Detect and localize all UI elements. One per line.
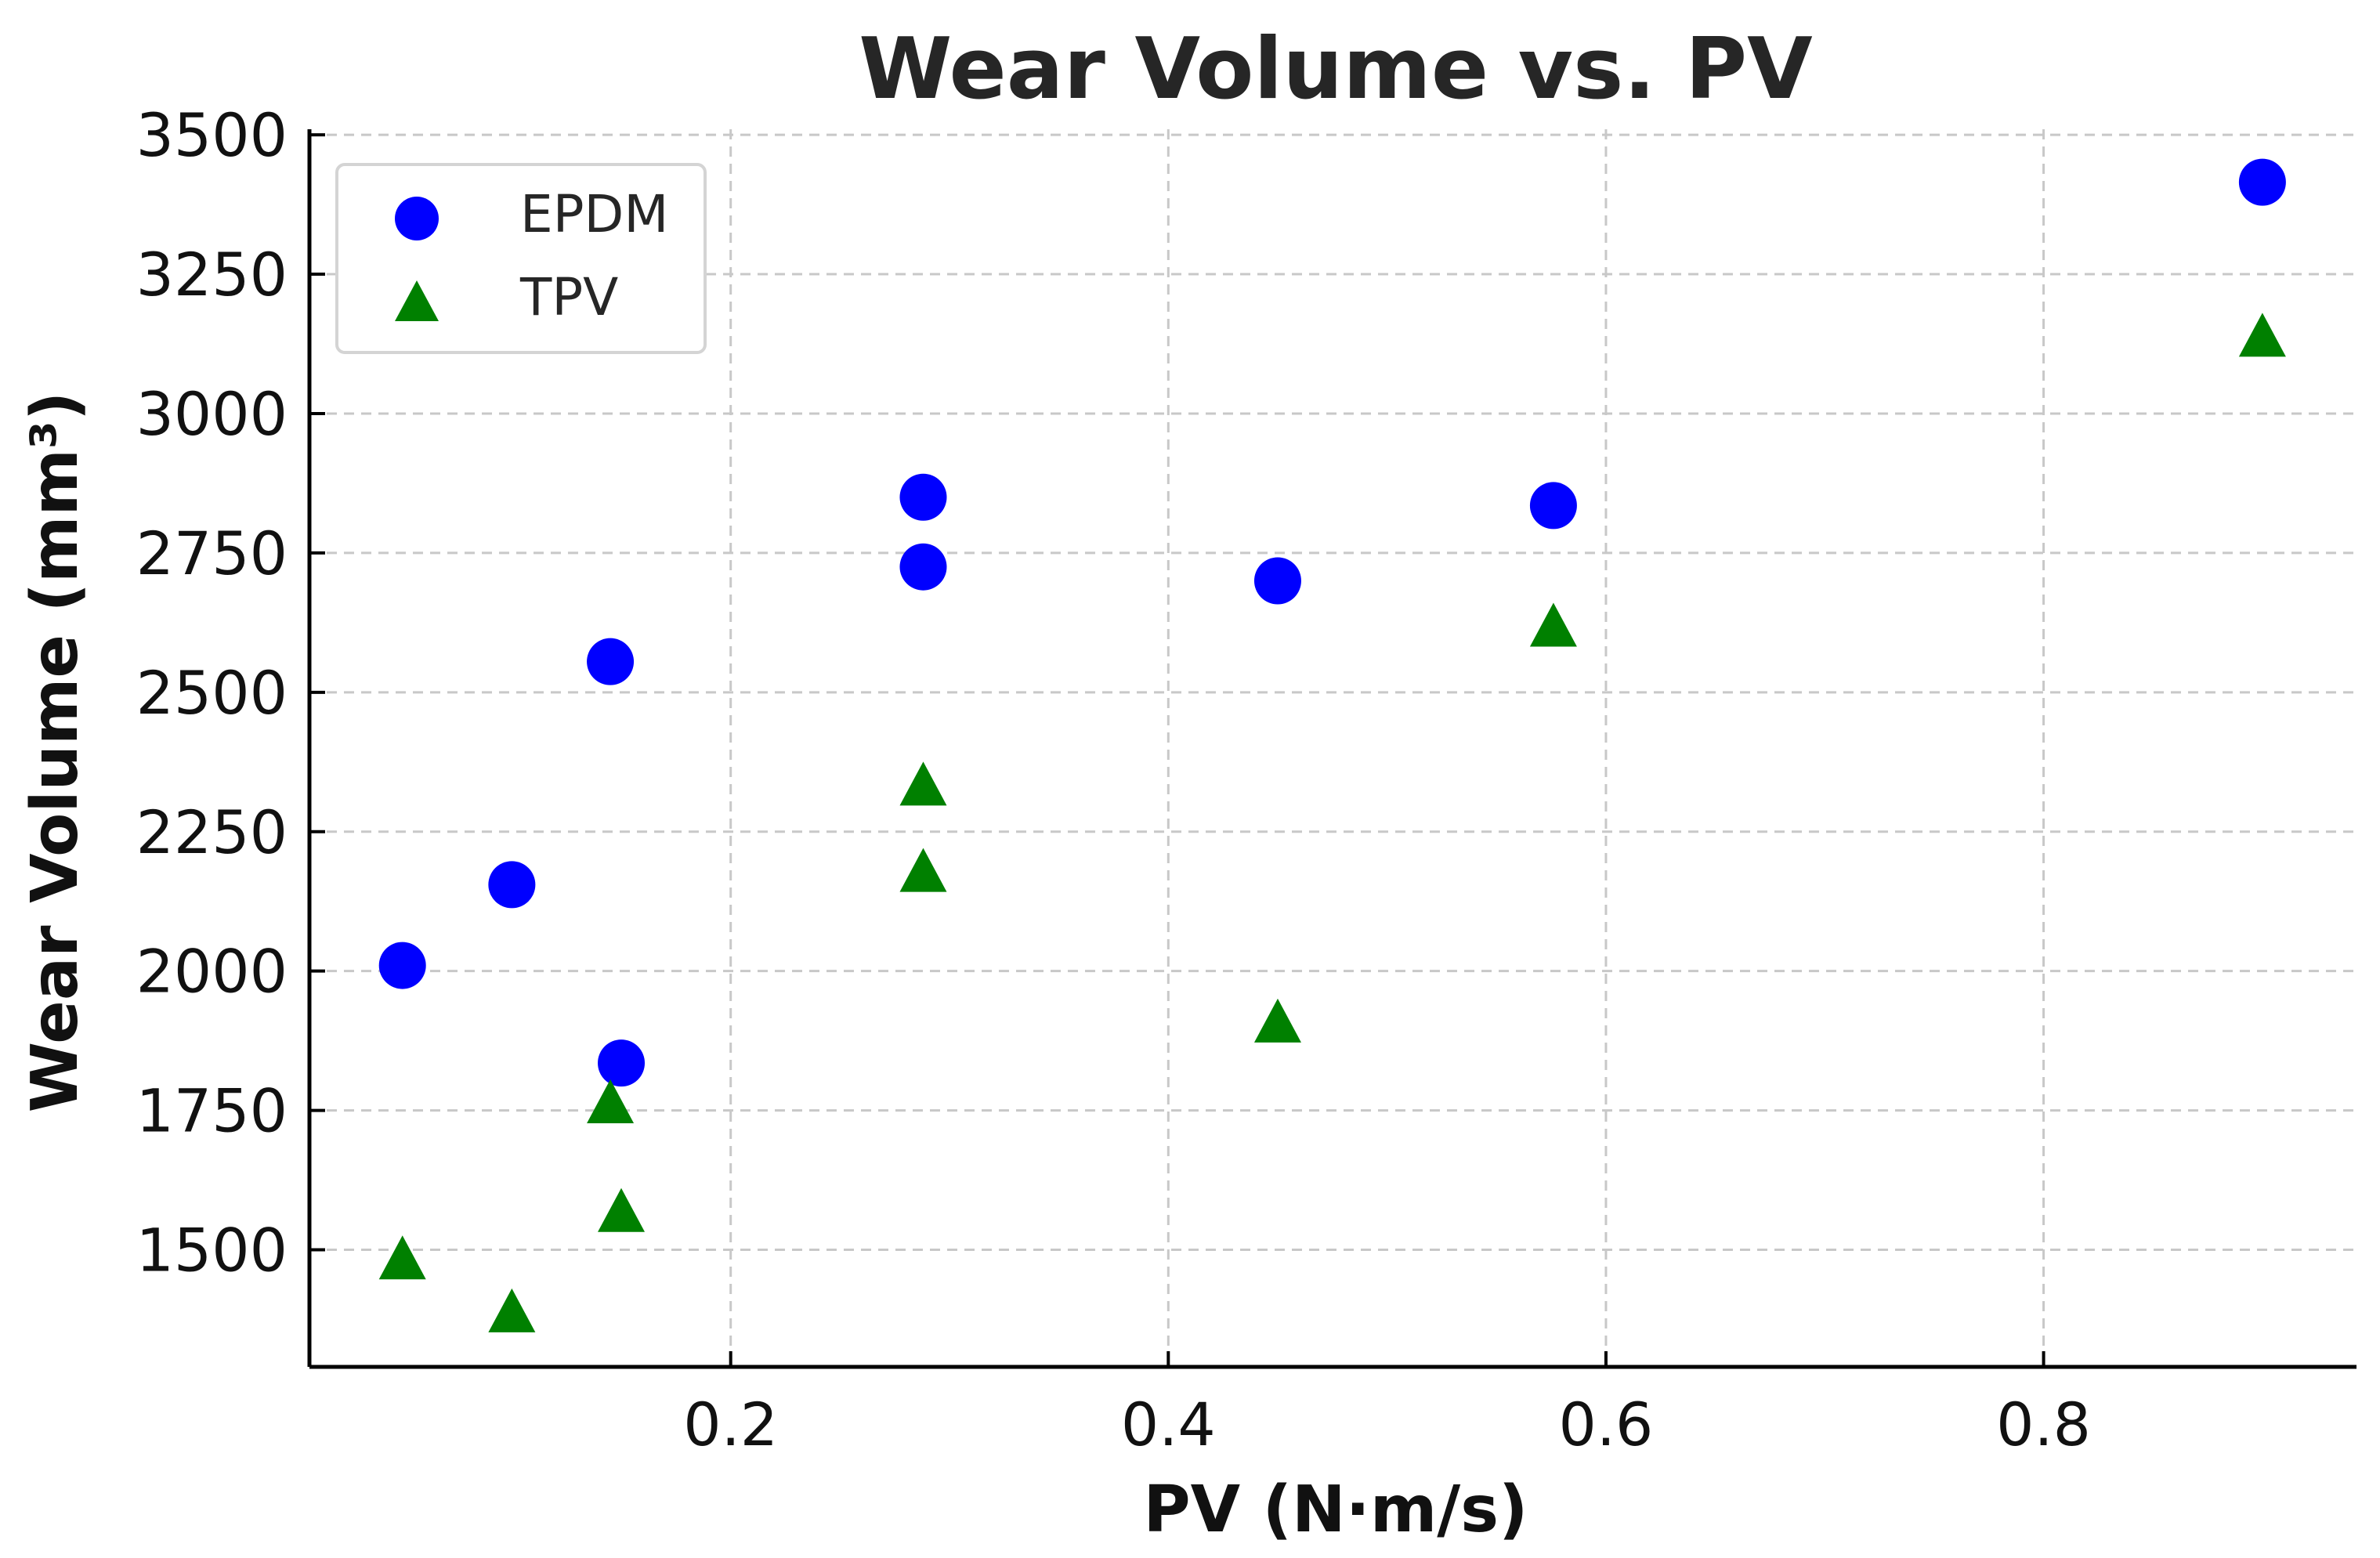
- chart-title: Wear Volume vs. PV: [859, 20, 1813, 118]
- epdm-point: [488, 861, 536, 909]
- y-tick-label: 3500: [136, 100, 288, 170]
- x-tick-label: 0.4: [1121, 1390, 1216, 1459]
- legend-epdm-label: EPDM: [520, 184, 668, 244]
- tpv-point: [378, 1235, 426, 1280]
- tpv-point: [899, 848, 947, 892]
- legend: EPDM TPV: [335, 163, 707, 354]
- x-tick-label: 0.8: [1996, 1390, 2091, 1459]
- epdm-point: [2238, 158, 2286, 206]
- epdm-point: [587, 638, 635, 685]
- y-tick-label: 1500: [136, 1216, 288, 1285]
- epdm-point: [1253, 557, 1301, 605]
- ticks: 0.2 0.4 0.6 0.8 1500 1750 2000 2250 2500 2750 3000…: [136, 100, 2091, 1459]
- y-tick-label: 3000: [136, 379, 288, 449]
- x-tick-label: 0.6: [1559, 1390, 1654, 1459]
- tpv-point: [587, 1079, 635, 1124]
- y-axis-label: Wear Volume (mm³): [18, 392, 92, 1113]
- legend-tpv-marker: [395, 280, 439, 321]
- epdm-point: [1529, 482, 1577, 530]
- y-tick-label: 3250: [136, 240, 288, 309]
- tpv-point: [2238, 313, 2286, 357]
- tpv-point: [598, 1187, 646, 1232]
- x-tick-label: 0.2: [683, 1390, 778, 1459]
- y-tick-label: 2000: [136, 937, 288, 1007]
- data-points: [378, 158, 2286, 1332]
- epdm-point: [598, 1039, 646, 1087]
- y-tick-label: 2250: [136, 797, 288, 867]
- legend-epdm-marker: [395, 197, 439, 240]
- y-tick-label: 2750: [136, 519, 288, 588]
- epdm-point: [378, 942, 426, 989]
- tpv-point: [899, 761, 947, 806]
- epdm-point: [899, 543, 947, 591]
- axes: [307, 129, 2356, 1369]
- tpv-point: [488, 1288, 536, 1332]
- y-tick-label: 2500: [136, 658, 288, 728]
- y-tick-label: 1750: [136, 1076, 288, 1146]
- legend-tpv-label: TPV: [519, 267, 618, 327]
- grid-lines: [309, 129, 2356, 1367]
- epdm-point: [899, 473, 947, 521]
- x-axis-label: PV (N·m/s): [1143, 1473, 1528, 1547]
- tpv-point: [1529, 602, 1577, 647]
- tpv-point: [1253, 998, 1301, 1043]
